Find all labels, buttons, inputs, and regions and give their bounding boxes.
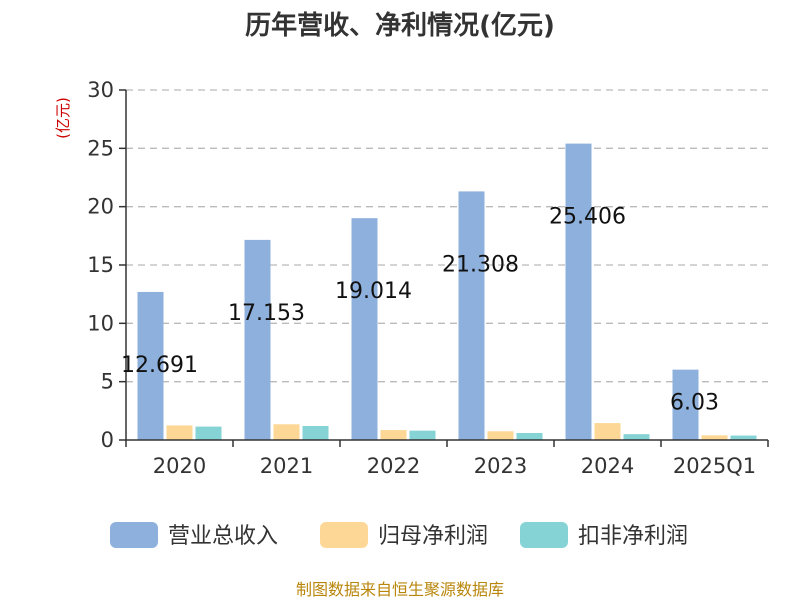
grid-lines — [126, 89, 768, 383]
bar — [195, 426, 222, 440]
legend-swatch — [320, 522, 368, 548]
bar — [351, 218, 378, 440]
bar — [244, 239, 271, 440]
y-tick-label: 20 — [87, 195, 114, 219]
chart-title: 历年营收、净利情况(亿元) — [245, 10, 555, 41]
bar — [730, 435, 757, 440]
y-axis-unit-label: (亿元) — [54, 97, 72, 139]
y-tick-label: 30 — [87, 78, 114, 102]
bar — [137, 291, 164, 440]
legend-label: 归母净利润 — [378, 524, 488, 549]
source-note: 制图数据来自恒生聚源数据库 — [296, 580, 504, 599]
data-label: 25.406 — [549, 205, 626, 230]
bar — [409, 430, 436, 440]
y-tick-label: 5 — [101, 370, 114, 394]
data-label: 21.308 — [442, 252, 519, 277]
legend-label: 营业总收入 — [168, 524, 278, 549]
bar — [594, 423, 621, 440]
y-tick-label: 15 — [87, 253, 114, 277]
x-tick-label: 2023 — [474, 454, 527, 478]
x-tick-label: 2020 — [153, 454, 206, 478]
bar — [380, 430, 407, 440]
x-tick-label: 2021 — [260, 454, 313, 478]
data-label: 17.153 — [228, 301, 305, 326]
bar — [701, 435, 728, 440]
data-labels: 12.691 17.153 19.014 21.308 25.406 6.03 — [121, 205, 719, 416]
x-tick-label: 2025Q1 — [673, 454, 756, 478]
bar — [623, 434, 650, 440]
bar — [672, 369, 699, 440]
bar — [166, 425, 193, 440]
bar — [302, 426, 329, 440]
y-tick-label: 25 — [87, 136, 114, 160]
bar — [487, 431, 514, 440]
bar — [516, 433, 543, 440]
bar — [273, 424, 300, 440]
axes: 0 5 10 15 20 25 30 2020 2021 2022 2023 2024 2025Q1 — [87, 78, 769, 478]
legend-label: 扣非净利润 — [578, 524, 688, 549]
y-tick-label: 10 — [87, 311, 114, 335]
data-label: 12.691 — [121, 353, 198, 378]
legend-swatch — [520, 522, 568, 548]
y-tick-label: 0 — [101, 428, 114, 452]
legend: 营业总收入 归母净利润 扣非净利润 — [110, 522, 688, 549]
data-label: 6.03 — [670, 391, 719, 416]
data-label: 19.014 — [335, 279, 412, 304]
x-tick-label: 2022 — [367, 454, 420, 478]
bars — [137, 143, 757, 440]
legend-swatch — [110, 522, 158, 548]
bar — [565, 143, 592, 440]
bar — [458, 191, 485, 440]
x-tick-label: 2024 — [581, 454, 634, 478]
